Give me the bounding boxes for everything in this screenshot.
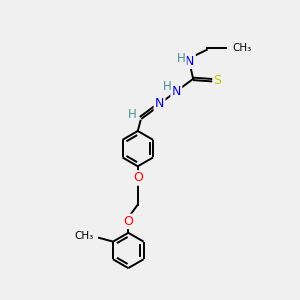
Text: H: H	[177, 52, 186, 65]
Text: CH₃: CH₃	[74, 232, 93, 242]
Text: H: H	[128, 108, 137, 121]
Text: H: H	[163, 80, 172, 93]
Text: N: N	[185, 55, 195, 68]
Text: O: O	[133, 172, 143, 184]
Text: N: N	[172, 85, 181, 98]
Text: S: S	[214, 74, 222, 87]
Text: O: O	[123, 215, 133, 228]
Text: CH₃: CH₃	[232, 43, 251, 53]
Text: N: N	[155, 98, 164, 110]
